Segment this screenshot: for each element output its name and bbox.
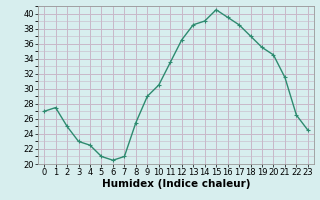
X-axis label: Humidex (Indice chaleur): Humidex (Indice chaleur) [102,179,250,189]
